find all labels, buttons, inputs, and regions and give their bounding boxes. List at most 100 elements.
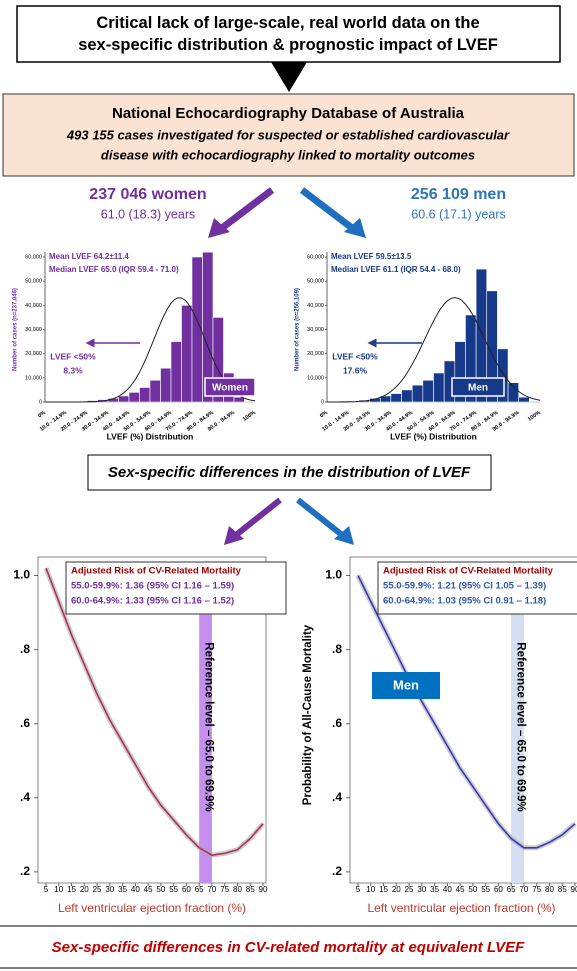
x-tick-label: 85 [558, 885, 567, 894]
y-tick-label: 30,000 [307, 327, 324, 333]
top-text: Critical lack of large-scale, real world… [78, 14, 498, 54]
x-tick-label: 60 [182, 885, 191, 894]
y-tick-label: 10,000 [307, 375, 324, 381]
reference-band [199, 601, 212, 883]
x-tick-label: 20 [80, 885, 89, 894]
risk-line: 55.0-59.9%: 1.36 (95% CI 1.16 – 1.59) [71, 581, 234, 592]
x-tick-label: 45 [456, 885, 465, 894]
x-tick-label: 50 [156, 885, 165, 894]
bar [433, 372, 445, 403]
normal-curve [327, 297, 541, 403]
bar [497, 348, 509, 403]
y-tick-label: .4 [332, 790, 342, 804]
x-tick-label: 70 [519, 885, 528, 894]
bar [401, 389, 413, 403]
stat-line: Mean LVEF 59.5±13.5 [331, 252, 412, 261]
x-tick-label: 55 [169, 885, 178, 894]
y-tick-label: .8 [20, 642, 30, 656]
x-axis-label: Left ventricular ejection fraction (%) [367, 901, 555, 915]
x-axis-label: Left ventricular ejection fraction (%) [58, 901, 246, 915]
y-tick-label: 20,000 [307, 351, 324, 357]
group-age: 60.6 (17.1) years [411, 207, 506, 221]
x-tick-label: 20 [392, 885, 401, 894]
reference-label: Reference level – 65.0 to 69.9% [515, 642, 527, 811]
bar [529, 400, 541, 403]
database-subtitle: disease with echocardiography linked to … [101, 147, 475, 162]
bar [390, 393, 402, 403]
bar [422, 379, 434, 403]
group-heading: 256 109 men [411, 186, 506, 203]
database-subtitle: 493 155 cases investigated for suspected… [66, 127, 510, 142]
y-tick-label: 60,000 [25, 254, 42, 260]
x-tick-label: 100% [527, 410, 542, 423]
risk-line: 60.0-64.9%: 1.03 (95% CI 0.91 – 1.18) [383, 596, 546, 607]
x-tick-label: 80 [233, 885, 242, 894]
x-tick-label: 55 [481, 885, 490, 894]
y-tick-label: 40,000 [307, 303, 324, 309]
x-tick-label: 75 [532, 885, 541, 894]
bar [128, 392, 140, 403]
risk-title: Adjusted Risk of CV-Related Mortality [383, 566, 554, 577]
bottom-text: Sex-specific differences in CV-related m… [52, 939, 525, 956]
bar [170, 341, 182, 403]
x-tick-label: 40 [443, 885, 452, 894]
risk-box [65, 561, 287, 615]
x-tick-label: 90 [571, 885, 577, 894]
risk-title: Adjusted Risk of CV-Related Mortality [71, 566, 242, 577]
x-tick-label: 35 [118, 885, 127, 894]
x-tick-label: 90 [259, 885, 268, 894]
arrow [219, 187, 275, 231]
database-box [2, 93, 575, 177]
bar [139, 387, 151, 403]
arrow-head [334, 526, 354, 545]
risk-line: 55.0-59.9%: 1.21 (95% CI 1.05 – 1.39) [383, 581, 546, 592]
database-title: National Echocardiography Database of Au… [112, 105, 465, 122]
stat-line: Mean LVEF 64.2±11.4 [49, 252, 129, 261]
x-tick-label: 45 [144, 885, 153, 894]
badge-text: Women [212, 383, 248, 394]
bar [118, 395, 130, 403]
arrow [296, 497, 344, 538]
x-tick-label: 100% [242, 410, 257, 423]
down-arrow [271, 62, 307, 92]
y-tick-label: 20,000 [25, 351, 42, 357]
x-tick-label: 15 [67, 885, 76, 894]
y-tick-label: 0 [39, 399, 42, 405]
arrow-head [344, 218, 366, 238]
y-axis-label: Number of cases (n=237,046) [13, 288, 19, 371]
bar [233, 396, 245, 403]
bar [181, 305, 193, 403]
x-tick-label: 10 [54, 885, 63, 894]
bar [411, 384, 424, 403]
risk-box [377, 561, 577, 615]
top-text-line: sex-specific distribution & prognostic i… [78, 36, 498, 54]
group-heading: 237 046 women [89, 186, 206, 203]
arrow [234, 497, 282, 538]
curve [357, 575, 576, 849]
callout-value: 17.6% [343, 365, 368, 375]
badge [204, 377, 256, 397]
middle-text: Sex-specific differences in the distribu… [108, 464, 471, 481]
x-axis-label: LVEF (%) Distribution [107, 431, 194, 441]
curve [45, 567, 264, 857]
bar [507, 382, 519, 403]
y-tick-label: .4 [20, 790, 30, 804]
y-tick-label: 0 [321, 399, 324, 405]
reference-band [511, 601, 524, 883]
y-tick-label: .2 [332, 864, 342, 878]
x-tick-label: 0% [319, 410, 329, 420]
y-tick-label: 60,000 [307, 254, 324, 260]
badge [451, 377, 505, 397]
y-tick-label: .6 [20, 716, 30, 730]
risk-line: 60.0-64.9%: 1.33 (95% CI 1.16 – 1.52) [71, 596, 234, 607]
y-tick-label: 30,000 [25, 327, 42, 333]
middle-box [87, 454, 492, 491]
x-tick-label: 15 [379, 885, 388, 894]
badge-text: Men [393, 677, 419, 692]
x-tick-label: 25 [93, 885, 102, 894]
x-tick-label: 25 [405, 885, 414, 894]
x-tick-label: 5 [44, 885, 49, 894]
bar [244, 400, 256, 403]
x-tick-label: 65 [507, 885, 516, 894]
x-tick-label: 60 [494, 885, 503, 894]
